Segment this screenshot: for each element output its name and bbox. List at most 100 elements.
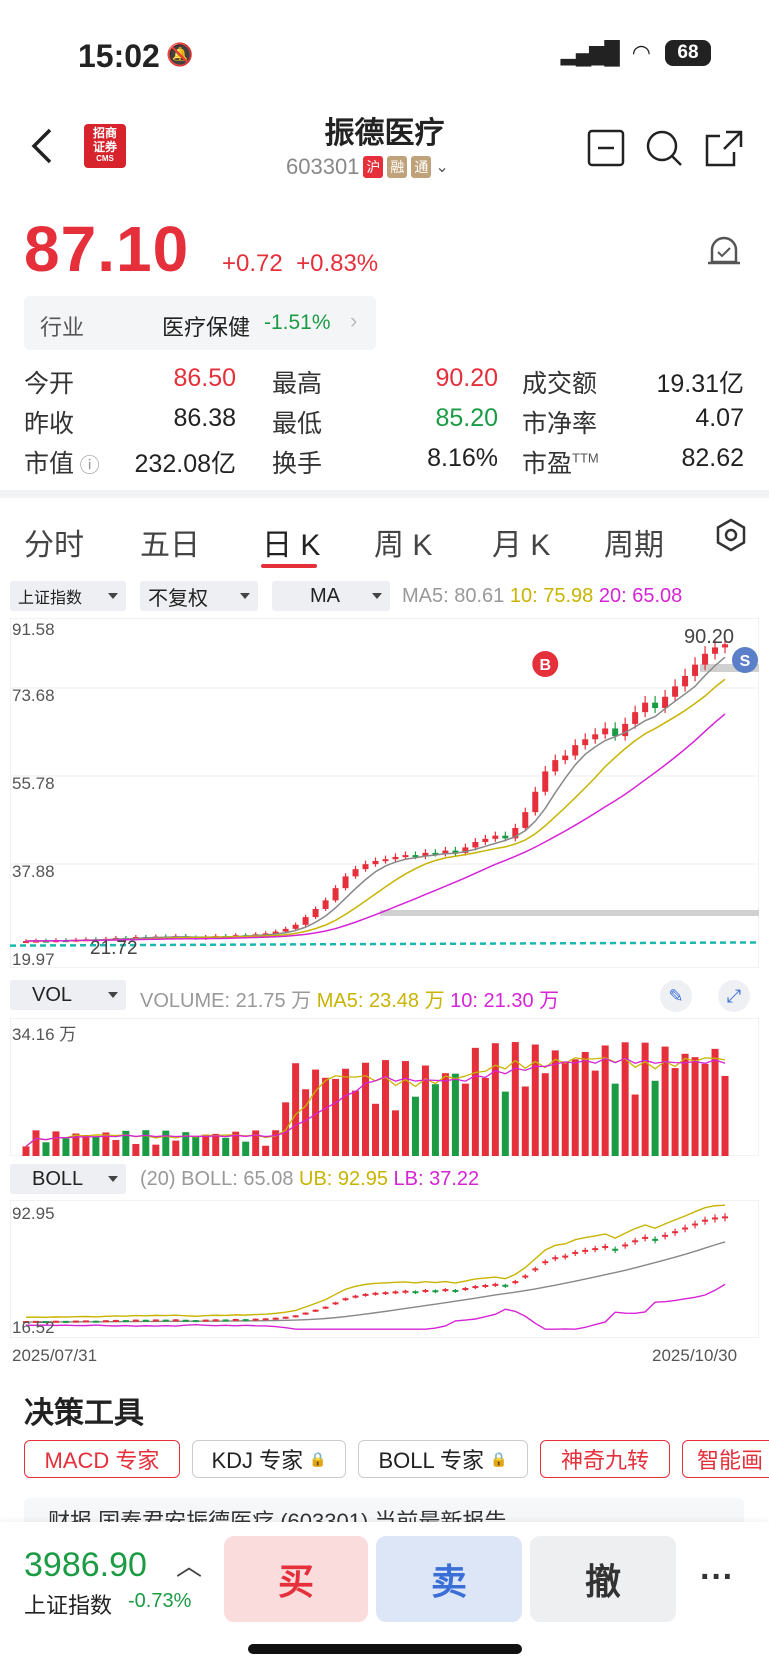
volume-bar	[22, 1146, 30, 1156]
teal-line	[10, 941, 759, 947]
stat-label: 市盈TTM	[522, 450, 599, 478]
kdj-expert-button[interactable]: KDJ 专家 🔒	[192, 1440, 346, 1478]
boll-expert-button[interactable]: BOLL 专家 🔒	[358, 1440, 528, 1478]
pencil-icon[interactable]: ✎	[660, 980, 692, 1012]
price-change: +0.72 +0.83%	[222, 250, 378, 278]
volume-bar	[421, 1065, 429, 1156]
volume-bar	[92, 1136, 100, 1156]
vol-max-label: 34.16 万	[12, 1025, 77, 1044]
candle-body	[272, 931, 279, 934]
boll-mid-line	[25, 1241, 726, 1323]
stat-value: 232.08亿	[134, 450, 236, 478]
volume-bar	[192, 1136, 200, 1156]
sell-signal-label: S	[740, 653, 751, 670]
volume-bar	[272, 1130, 280, 1156]
volume-bar	[212, 1133, 220, 1156]
volume-bar	[162, 1130, 170, 1156]
alert-bell-icon[interactable]	[704, 230, 744, 279]
stat-label: 今开	[24, 370, 75, 398]
volume-bar	[381, 1060, 389, 1156]
candle-body	[282, 928, 289, 932]
tab-weekly-k[interactable]: 周 K	[374, 529, 433, 562]
volume-bar	[262, 1145, 270, 1156]
minus-square-icon[interactable]	[586, 128, 626, 168]
bell-muted-icon: 🔕	[166, 42, 194, 67]
stat-label: 昨收	[24, 410, 75, 438]
tab-period[interactable]: 周期	[604, 529, 664, 562]
volume-bar	[451, 1073, 459, 1156]
x-label-start: 2025/07/31	[12, 1346, 98, 1365]
volume-bar	[312, 1069, 320, 1156]
volume-bar	[681, 1053, 689, 1156]
volume-bar	[52, 1131, 60, 1156]
adjust-select[interactable]: 不复权	[140, 581, 258, 611]
magic-nine-button[interactable]: 神奇九转	[540, 1440, 670, 1478]
tab-monthly-k[interactable]: 月 K	[492, 529, 551, 562]
volume-bar	[352, 1090, 360, 1156]
candle-body	[612, 728, 619, 737]
stat-value: 86.38	[173, 404, 236, 432]
stat-value: 19.31亿	[656, 370, 744, 398]
index-name: 上证指数	[24, 1593, 113, 1618]
info-icon[interactable]: ⓘ	[74, 455, 100, 477]
candle-body	[662, 696, 669, 709]
back-button[interactable]	[30, 126, 56, 176]
volume-bar	[701, 1063, 709, 1156]
vol-ma10: 10: 21.30 万	[450, 990, 560, 1012]
more-icon[interactable]: ···	[700, 1558, 734, 1596]
volume-bar	[242, 1141, 250, 1156]
volume-bar	[591, 1070, 599, 1156]
tab-five-day[interactable]: 五日	[140, 529, 200, 562]
stat-value: 4.07	[695, 404, 744, 432]
tab-daily-k[interactable]: 日 K	[262, 529, 321, 562]
volume-bar	[302, 1089, 310, 1156]
volume-bar	[112, 1139, 120, 1156]
volume-bar	[391, 1110, 399, 1156]
volume-bar	[491, 1043, 499, 1156]
divider	[0, 490, 769, 498]
caret-down-icon	[108, 1176, 118, 1182]
boll-select[interactable]: BOLL	[10, 1164, 126, 1194]
search-icon[interactable]	[644, 128, 684, 168]
candle-body	[332, 888, 339, 901]
x-label-end: 2025/10/30	[652, 1346, 738, 1365]
macd-expert-button[interactable]: MACD 专家	[24, 1440, 180, 1478]
industry-bar[interactable]: 行业 医疗保健 -1.51% ›	[24, 296, 376, 350]
smart-draw-button[interactable]: 智能画	[682, 1440, 769, 1478]
stat-label: 市净率	[522, 410, 598, 438]
index-pct: -0.73%	[128, 1590, 192, 1612]
tab-intraday[interactable]: 分时	[24, 529, 84, 562]
settings-gear-icon[interactable]	[714, 518, 748, 557]
stat-value: 82.62	[681, 444, 744, 472]
volume-bar	[521, 1086, 529, 1156]
stock-code-row[interactable]: 603301 沪 融 通 ⌄	[286, 154, 449, 180]
sell-button[interactable]: 卖	[376, 1536, 522, 1622]
volume-bar	[431, 1084, 439, 1156]
candle-body	[312, 908, 319, 918]
expand-icon[interactable]: ⤢	[718, 980, 750, 1012]
cancel-button[interactable]: 撤	[530, 1536, 676, 1622]
ma-select[interactable]: MA	[272, 581, 390, 611]
candle-body	[712, 647, 719, 654]
candle-body	[532, 791, 539, 813]
news-peek[interactable]: 财报 国泰君安振德医疗 (603301) 当前最新报告	[24, 1498, 744, 1526]
volume-bar	[292, 1063, 300, 1156]
vol-ma10-line	[25, 1057, 726, 1147]
vol-select[interactable]: VOL	[10, 980, 126, 1010]
stat-label: 市值 ⓘ	[24, 450, 100, 478]
index-value[interactable]: 3986.90	[24, 1546, 147, 1584]
support-band	[380, 910, 759, 916]
boll-lb-line	[25, 1283, 726, 1330]
volume-bar	[362, 1062, 370, 1156]
candle-body	[672, 686, 679, 697]
volume-bar	[501, 1091, 509, 1156]
chevron-up-icon[interactable]: ︿	[176, 1551, 203, 1581]
status-time: 15:02	[78, 38, 160, 74]
buy-button[interactable]: 买	[224, 1536, 368, 1622]
ma-select-value: MA	[310, 584, 340, 607]
index-select[interactable]: 上证指数	[10, 581, 126, 611]
share-icon[interactable]	[704, 128, 744, 168]
ma-legend: MA5: 80.61 10: 75.98 20: 65.08	[402, 585, 682, 608]
chart-frame	[10, 1200, 759, 1338]
